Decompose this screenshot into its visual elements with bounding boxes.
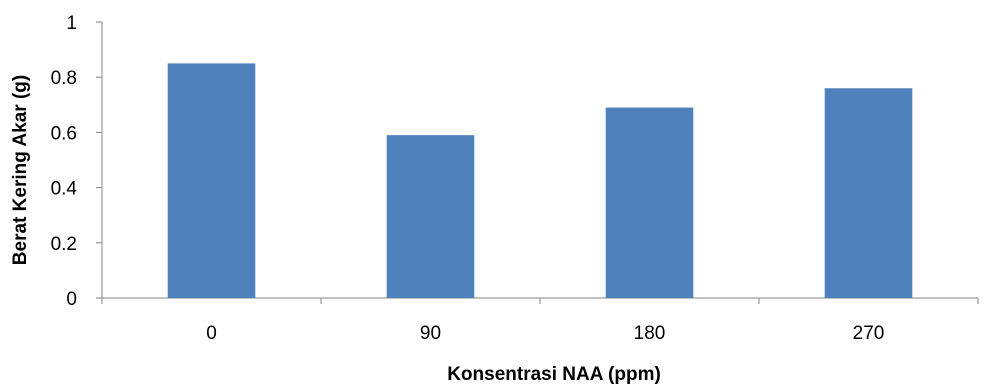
bar-270 [824,88,913,299]
y-tick-label: 1 [66,13,77,34]
x-tick-label: 180 [634,323,666,344]
y-tick-label: 0.2 [51,234,77,255]
bar-0 [167,63,256,299]
y-axis-ticks: 0 0.2 0.4 0.6 0.8 1 [51,13,102,310]
x-tick-label: 270 [853,323,885,344]
x-tick-label: 0 [206,323,217,344]
x-axis-ticks: 0 90 180 270 [101,298,979,344]
y-tick-label: 0.6 [51,123,77,144]
y-axis-title: Berat Kering Akar (g) [10,75,31,265]
x-tick-label: 90 [420,323,441,344]
y-tick-label: 0.8 [51,68,77,89]
y-tick-label: 0.4 [51,179,78,200]
x-axis-title: Konsentrasi NAA (ppm) [447,364,661,385]
bar-90 [386,135,475,298]
bar-series [167,63,913,299]
y-tick-label: 0 [66,289,77,310]
bar-180 [605,107,694,298]
